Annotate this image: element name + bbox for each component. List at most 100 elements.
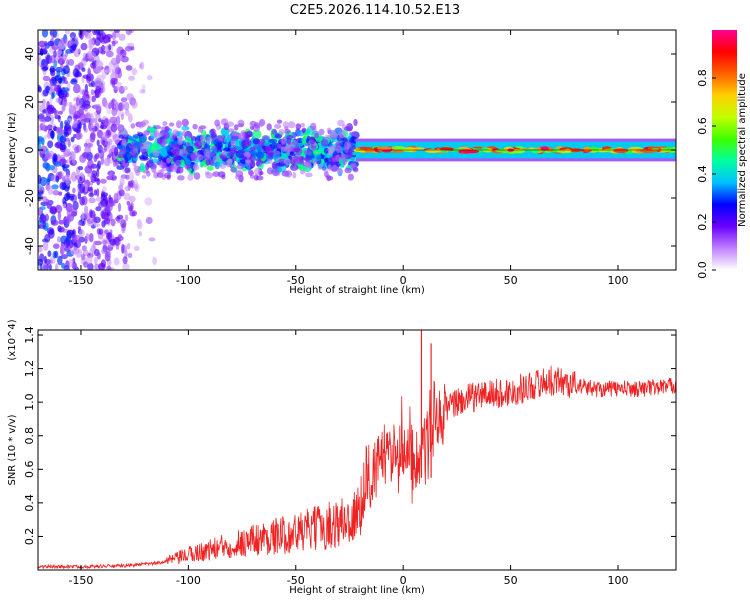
heatmap-cell <box>38 53 41 61</box>
heatmap-cell <box>56 236 61 243</box>
heatmap-cell <box>128 180 134 188</box>
heatmap-cell <box>72 68 80 78</box>
y-tick-label: 1.0 <box>23 393 36 411</box>
heatmap-cell <box>166 174 171 180</box>
heatmap-cell <box>233 124 239 131</box>
heatmap-cell <box>413 147 425 151</box>
heatmap-cell <box>256 151 265 159</box>
heatmap-cell <box>219 155 228 160</box>
heatmap-cell <box>38 100 46 111</box>
heatmap-cell <box>341 153 346 161</box>
heatmap-cell <box>39 253 45 263</box>
heatmap-cell <box>108 250 112 256</box>
heatmap-cell <box>49 97 53 107</box>
x-tick-label: -150 <box>68 274 93 287</box>
heatmap-cell <box>70 79 78 85</box>
heatmap-cell <box>152 256 157 266</box>
heatmap-cell <box>41 122 46 131</box>
y-tick-label: -20 <box>23 189 36 207</box>
heatmap-cell <box>61 76 67 81</box>
heatmap-cell <box>148 237 156 242</box>
heatmap-cell <box>231 135 237 141</box>
heatmap-cell <box>327 145 335 154</box>
heatmap-cell <box>93 154 98 163</box>
heatmap-cell <box>152 149 160 157</box>
heatmap-cell <box>88 38 95 49</box>
heatmap-cell <box>68 258 74 268</box>
heatmap-cell <box>118 189 125 197</box>
heatmap-cell <box>316 154 322 160</box>
heatmap-cell <box>110 123 118 133</box>
heatmap-cell <box>93 216 101 223</box>
heatmap-cell <box>232 132 239 137</box>
heatmap-cell <box>230 139 237 147</box>
heatmap-cell <box>93 223 101 228</box>
heatmap-cell <box>272 169 280 176</box>
heatmap-cell <box>163 131 170 140</box>
heatmap-cell <box>262 135 270 141</box>
heatmap-cell <box>153 130 158 138</box>
heatmap-cell <box>133 245 140 251</box>
heatmap-cell <box>112 134 121 143</box>
heatmap-cell <box>323 168 329 176</box>
heatmap-cell <box>217 171 226 178</box>
heatmap-cell <box>49 207 57 214</box>
heatmap-cell <box>52 190 60 196</box>
heatmap-cell <box>191 136 198 141</box>
heatmap-cell <box>38 192 42 202</box>
heatmap-cell <box>108 138 113 146</box>
snr-x-ticks: -150 -100 -50 0 50 100 <box>68 330 629 587</box>
heatmap-cell <box>200 134 206 142</box>
heatmap-cell <box>113 257 120 266</box>
heatmap-cell <box>90 118 94 126</box>
x-tick-label: 100 <box>608 574 629 587</box>
heatmap-cell <box>283 121 289 128</box>
heatmap-cell <box>87 172 93 178</box>
heatmap-cell <box>277 143 282 149</box>
heatmap-cell <box>651 148 660 151</box>
heatmap-cell <box>122 86 128 91</box>
heatmap-cell <box>248 169 254 176</box>
heatmap-cell <box>52 153 58 162</box>
heatmap-cell <box>42 162 50 169</box>
heatmap-cell <box>38 135 44 145</box>
heatmap-cell <box>84 83 88 93</box>
heatmap-cell <box>392 150 404 153</box>
x-tick-label: 0 <box>400 274 407 287</box>
heatmap-cell <box>110 57 118 66</box>
heatmap-cell <box>100 50 106 55</box>
heatmap-cell <box>59 244 65 255</box>
heatmap-cell <box>174 143 180 151</box>
heatmap-cell <box>64 30 70 35</box>
heatmap-cell <box>85 233 90 242</box>
heatmap-cell <box>45 85 50 94</box>
heatmap-cell <box>93 189 97 196</box>
heatmap-cell <box>51 184 59 190</box>
snr-panel: -150 -100 -50 0 50 100 0.20.40.60.81.01.21.4 … <box>7 319 677 596</box>
y-tick-label: 20 <box>23 95 36 109</box>
heatmap-cell <box>51 92 55 100</box>
heatmap-cell <box>210 128 215 136</box>
heatmap-cell <box>344 167 352 174</box>
heatmap-cell <box>109 116 118 124</box>
heatmap-cell <box>72 262 78 269</box>
heatmap-cell <box>312 158 317 166</box>
heatmap-cell <box>288 147 293 153</box>
heatmap-cell <box>133 165 141 173</box>
heatmap-cell <box>127 252 133 258</box>
heatmap-cell <box>44 233 51 243</box>
heatmap-cell <box>110 77 118 85</box>
heatmap-cell <box>53 243 60 249</box>
heatmap-cell <box>531 148 539 154</box>
heatmap-cell <box>42 196 48 202</box>
heatmap-cell <box>59 159 68 164</box>
heatmap-cell <box>97 160 102 170</box>
heatmap-cell <box>59 145 66 153</box>
heatmap-cell <box>88 233 94 243</box>
heatmap-cell <box>84 205 89 216</box>
heatmap-cell <box>102 186 107 193</box>
heatmap-cell <box>227 128 235 133</box>
heatmap-cell <box>120 158 126 164</box>
heatmap-cell <box>295 123 301 130</box>
heatmap-cell <box>164 126 170 132</box>
